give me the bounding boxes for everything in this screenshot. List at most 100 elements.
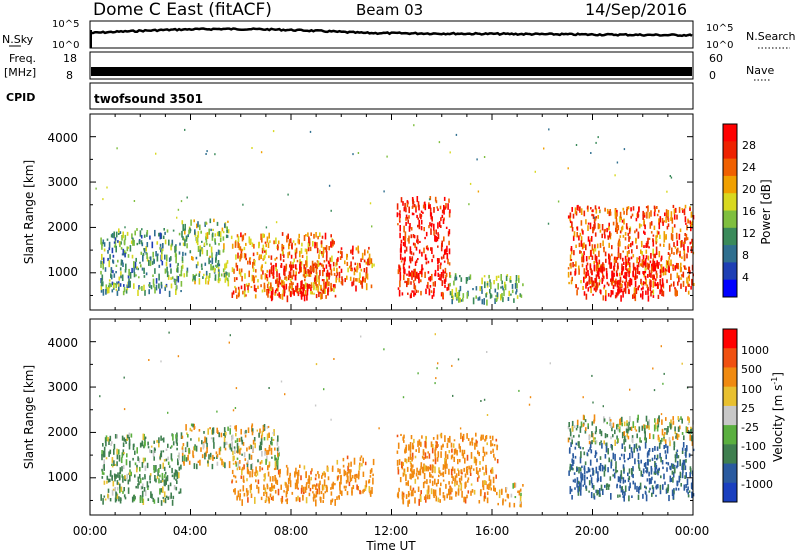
heatmap-cell	[294, 482, 297, 490]
heatmap-cell	[149, 256, 152, 261]
heatmap-cell	[687, 422, 690, 425]
heatmap-cell	[360, 268, 363, 272]
heatmap-cell	[596, 478, 599, 483]
heatmap-cell	[676, 449, 679, 452]
heatmap-cell	[139, 261, 141, 264]
heatmap-cell	[684, 237, 686, 244]
heatmap-cell	[572, 454, 574, 459]
heatmap-cell	[656, 230, 659, 235]
heatmap-cell	[587, 423, 589, 427]
heatmap-cell	[652, 258, 655, 262]
heatmap-cell	[339, 471, 341, 474]
heatmap-cell	[598, 488, 601, 495]
heatmap-cell	[619, 289, 621, 293]
heatmap-cell	[449, 491, 452, 495]
heatmap-cell	[641, 282, 643, 286]
heatmap-cell	[409, 473, 411, 479]
heatmap-cell	[591, 281, 593, 288]
heatmap-cell	[216, 410, 218, 413]
heatmap-cell	[274, 475, 276, 482]
heatmap-cell	[201, 440, 203, 445]
heatmap-cell	[436, 434, 439, 440]
heatmap-cell	[649, 260, 652, 264]
heatmap-cell	[440, 262, 442, 266]
heatmap-cell	[246, 467, 249, 474]
heatmap-cell	[316, 483, 318, 487]
heatmap-cell	[600, 476, 602, 482]
heatmap-cell	[603, 440, 605, 445]
heatmap-cell	[364, 277, 366, 283]
heatmap-cell	[180, 290, 182, 293]
heatmap-cell	[658, 442, 661, 449]
heatmap-cell	[611, 270, 614, 275]
heatmap-cell	[339, 484, 341, 491]
heatmap-cell	[334, 499, 336, 506]
heatmap-cell	[578, 242, 581, 248]
heatmap-cell	[227, 426, 229, 431]
heatmap-cell	[241, 248, 244, 252]
heatmap-cell	[500, 274, 502, 281]
heatmap-cell	[667, 252, 670, 255]
heatmap-cell	[688, 453, 691, 458]
heatmap-cell	[352, 485, 355, 490]
heatmap-cell	[501, 280, 503, 285]
heatmap-cell	[593, 261, 595, 264]
heatmap-cell	[588, 256, 590, 260]
nsky-left-tick-bottom: 10^0	[52, 40, 79, 51]
heatmap-cell	[297, 473, 299, 480]
heatmap-cell	[657, 470, 660, 474]
power-heatmap	[95, 124, 695, 306]
heatmap-cell	[685, 472, 687, 479]
nsky-right-tick-bottom: 10^0	[706, 40, 733, 51]
heatmap-cell	[449, 291, 452, 296]
heatmap-cell	[449, 435, 451, 443]
heatmap-cell	[293, 258, 295, 263]
heatmap-cell	[336, 267, 338, 274]
heatmap-cell	[315, 232, 317, 238]
heatmap-cell	[300, 487, 303, 494]
heatmap-cell	[511, 284, 514, 289]
heatmap-cell	[675, 262, 678, 269]
heatmap-cell	[277, 286, 279, 292]
heatmap-cell	[592, 214, 595, 219]
heatmap-cell	[446, 253, 449, 260]
heatmap-cell	[486, 491, 489, 495]
heatmap-cell	[114, 474, 116, 482]
heatmap-cell	[266, 290, 269, 296]
heatmap-cell	[421, 251, 423, 257]
heatmap-cell	[237, 241, 239, 248]
heatmap-cell	[317, 471, 319, 475]
heatmap-cell	[575, 261, 577, 267]
heatmap-cell	[645, 245, 647, 248]
heatmap-cell	[658, 209, 660, 213]
heatmap-cell	[436, 236, 439, 242]
heatmap-cell	[138, 457, 141, 463]
heatmap-cell	[693, 283, 695, 286]
heatmap-cell	[480, 286, 483, 290]
heatmap-cell	[405, 449, 407, 453]
heatmap-cell	[582, 423, 585, 427]
heatmap-cell	[307, 242, 310, 248]
heatmap-cell	[654, 454, 656, 460]
heatmap-cell	[314, 263, 317, 269]
heatmap-cell	[129, 272, 132, 279]
heatmap-cell	[571, 458, 573, 463]
heatmap-cell	[463, 496, 465, 503]
heatmap-cell	[274, 258, 276, 261]
heatmap-cell	[332, 284, 335, 288]
heatmap-cell	[501, 490, 503, 493]
heatmap-cell	[163, 459, 166, 462]
heatmap-cell	[682, 464, 685, 471]
nsky-label: N.Sky	[2, 33, 34, 46]
heatmap-cell	[588, 239, 591, 247]
heatmap-cell	[148, 289, 150, 295]
heatmap-cell	[102, 198, 104, 201]
heatmap-cell	[280, 380, 283, 383]
heatmap-cell	[331, 239, 334, 245]
heatmap-cell	[396, 434, 399, 438]
heatmap-cell	[267, 449, 270, 455]
heatmap-cell	[645, 290, 647, 295]
heatmap-cell	[650, 266, 653, 274]
heatmap-cell	[628, 486, 630, 491]
heatmap-cell	[255, 269, 257, 273]
